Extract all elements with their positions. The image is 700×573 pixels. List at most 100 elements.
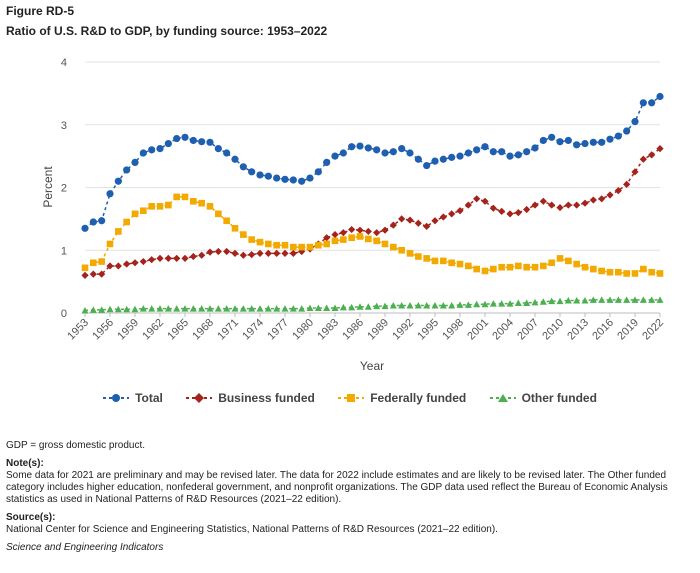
x-tick-label: 1983 bbox=[315, 317, 341, 343]
series-other-funded bbox=[81, 296, 664, 314]
data-point bbox=[181, 254, 189, 263]
data-point bbox=[123, 305, 131, 313]
data-point bbox=[281, 305, 289, 312]
x-tick-label: 1992 bbox=[390, 317, 416, 343]
data-point bbox=[164, 254, 172, 263]
data-point bbox=[606, 191, 614, 199]
data-point bbox=[598, 267, 605, 275]
legend-label: Federally funded bbox=[370, 391, 467, 405]
data-point bbox=[506, 152, 514, 160]
data-point bbox=[81, 264, 89, 272]
publication-name: Science and Engineering Indicators bbox=[6, 542, 164, 553]
data-point bbox=[531, 298, 539, 306]
data-point bbox=[531, 201, 539, 209]
data-point bbox=[506, 210, 514, 218]
data-point bbox=[156, 254, 164, 263]
data-point bbox=[373, 146, 381, 154]
data-point bbox=[456, 152, 464, 160]
data-point bbox=[631, 270, 639, 277]
legend-marker-square-icon bbox=[338, 394, 365, 402]
abbreviation-note: GDP = gross domestic product. bbox=[6, 440, 146, 451]
data-point bbox=[564, 296, 572, 304]
x-axis-ticks: 1953 1956 1959 1962 1965 1968 1971 1974 1977 1980… bbox=[65, 313, 666, 342]
data-point bbox=[81, 224, 89, 232]
data-point bbox=[448, 153, 456, 161]
x-tick-label: 2013 bbox=[565, 317, 591, 343]
data-point bbox=[639, 155, 647, 163]
data-point bbox=[198, 199, 205, 207]
data-point bbox=[606, 268, 614, 276]
data-point bbox=[306, 243, 314, 251]
legend-marker-triangle-icon bbox=[489, 394, 516, 402]
data-point bbox=[339, 303, 347, 311]
data-point bbox=[356, 303, 364, 310]
data-point bbox=[573, 260, 580, 268]
data-point bbox=[289, 176, 297, 184]
data-point bbox=[148, 256, 156, 264]
data-point bbox=[231, 249, 239, 257]
data-point bbox=[315, 241, 322, 249]
figure-notes: GDP = gross domestic product. Note(s): S… bbox=[6, 440, 696, 554]
legend-item-total[interactable]: Total bbox=[103, 391, 163, 405]
data-point bbox=[239, 305, 247, 312]
data-point bbox=[456, 260, 464, 268]
data-point bbox=[631, 296, 639, 303]
data-point bbox=[398, 215, 406, 223]
data-point bbox=[523, 263, 530, 271]
data-point bbox=[81, 271, 89, 279]
data-point bbox=[506, 300, 514, 307]
data-point bbox=[439, 155, 447, 163]
data-point bbox=[548, 201, 556, 209]
y-tick-label: 3 bbox=[61, 120, 67, 132]
series-line bbox=[84, 299, 660, 312]
data-point bbox=[548, 259, 555, 267]
data-point bbox=[648, 296, 656, 303]
source-text: National Center for Science and Engineer… bbox=[6, 524, 498, 535]
x-tick-label: 1989 bbox=[365, 317, 391, 343]
data-point bbox=[423, 301, 431, 309]
legend-item-business-funded[interactable]: Business funded bbox=[186, 391, 315, 405]
data-point bbox=[89, 270, 97, 278]
data-point bbox=[539, 298, 547, 305]
data-point bbox=[656, 296, 664, 303]
data-point bbox=[614, 132, 622, 140]
data-point bbox=[423, 222, 431, 231]
data-point bbox=[623, 127, 631, 135]
data-point bbox=[264, 249, 272, 257]
data-point bbox=[631, 168, 639, 176]
data-point bbox=[365, 235, 372, 243]
data-point bbox=[248, 305, 256, 312]
data-point bbox=[231, 224, 239, 232]
data-point bbox=[256, 238, 264, 246]
data-point bbox=[589, 196, 597, 204]
data-point bbox=[598, 296, 606, 303]
legend-label: Other funded bbox=[521, 391, 597, 405]
data-point bbox=[114, 305, 122, 313]
data-point bbox=[431, 157, 439, 165]
data-point bbox=[89, 218, 97, 226]
series-line bbox=[84, 95, 661, 229]
data-point bbox=[648, 151, 656, 159]
data-point bbox=[406, 301, 414, 309]
x-tick-label: 2007 bbox=[515, 317, 541, 343]
data-point bbox=[123, 260, 131, 268]
x-tick-label: 1974 bbox=[240, 317, 266, 343]
data-point bbox=[606, 296, 614, 303]
data-point bbox=[364, 227, 372, 236]
data-point bbox=[548, 133, 556, 141]
data-point bbox=[165, 201, 172, 209]
legend-item-other-funded[interactable]: Other funded bbox=[489, 391, 597, 405]
data-point bbox=[265, 240, 272, 248]
data-point bbox=[206, 203, 214, 210]
data-point bbox=[331, 152, 339, 160]
legend-item-federally-funded[interactable]: Federally funded bbox=[338, 391, 466, 405]
data-point bbox=[373, 229, 381, 237]
data-point bbox=[398, 246, 405, 254]
data-point bbox=[389, 301, 397, 309]
data-point bbox=[356, 226, 364, 234]
data-point bbox=[106, 262, 114, 270]
data-point bbox=[381, 240, 389, 248]
data-point bbox=[398, 301, 406, 309]
data-point bbox=[573, 201, 581, 209]
data-point bbox=[240, 231, 247, 238]
